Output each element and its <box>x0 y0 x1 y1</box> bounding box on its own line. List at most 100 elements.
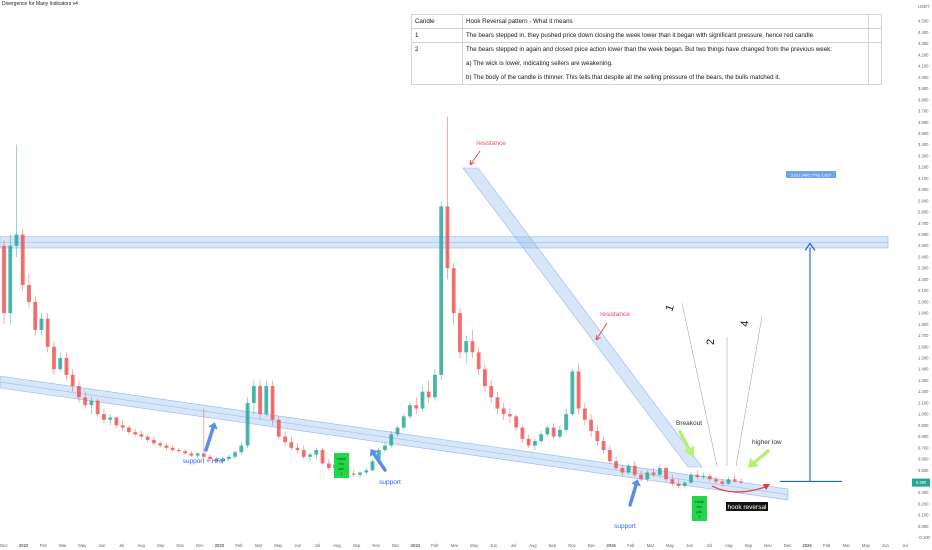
candle-body <box>264 386 269 415</box>
hook-number-4: 4 <box>739 320 751 327</box>
resistance-arrow <box>595 322 608 341</box>
candle-body <box>520 427 525 439</box>
table-header-row: Candle Hook Reversal pattern - What it m… <box>411 14 882 29</box>
y-tick-label: 3.300 <box>918 153 929 158</box>
y-tick-label: 0.200 <box>918 501 929 506</box>
candle-body <box>364 470 369 473</box>
breakout-label: Breakout <box>676 420 702 427</box>
candle-body <box>720 481 725 484</box>
x-tick-label: 2022 <box>19 543 29 548</box>
candle-body <box>582 408 587 420</box>
candle-body <box>95 400 100 415</box>
x-tick-label: Jul <box>511 543 516 548</box>
y-tick-label: 1.800 <box>918 322 929 327</box>
hook-marker-text: rev. <box>339 462 345 466</box>
candle-body <box>145 436 150 440</box>
candle-body <box>639 474 644 480</box>
x-tick-label: Jun <box>686 543 693 548</box>
candle-body <box>626 465 631 473</box>
y-tick-label: 3.600 <box>918 120 929 125</box>
resistance-arrow <box>469 150 481 166</box>
table-cell-meaning: The bears stepped in again and closed pr… <box>462 42 869 85</box>
x-tick-label: Dec <box>0 543 7 548</box>
candle-body <box>108 417 113 420</box>
x-tick-label: Sep <box>549 543 557 548</box>
x-tick-label: Feb <box>823 543 831 548</box>
candle-body <box>451 268 456 314</box>
hook-reversal-box <box>726 502 768 511</box>
candle-body <box>557 429 562 437</box>
candle-body <box>408 405 412 417</box>
currency-label: USDT <box>918 4 930 9</box>
resistance-label: resistance <box>476 140 506 147</box>
candle-body <box>133 432 138 435</box>
support-label: support <box>614 523 636 530</box>
x-tick-label: May <box>862 543 871 548</box>
candle-body <box>739 481 743 483</box>
x-tick-label: May <box>78 543 87 548</box>
candle-body <box>295 447 300 451</box>
x-tick-label: Feb <box>431 543 439 548</box>
candle-body <box>645 472 650 480</box>
candle-body <box>283 436 287 443</box>
x-tick-label: Jun <box>882 543 889 548</box>
candle-body <box>470 341 475 353</box>
table-cell-candle: 2 <box>411 42 463 85</box>
candle-body <box>501 408 506 415</box>
candle-body <box>526 438 531 446</box>
candle-body <box>114 417 119 426</box>
candle-body <box>507 414 512 417</box>
candle-body <box>70 374 75 387</box>
y-tick-label: 4.000 <box>918 75 929 80</box>
y-tick-label: 2.700 <box>918 221 929 226</box>
candle-body <box>383 445 387 451</box>
candle-body <box>482 369 487 387</box>
x-tick-label: Sep <box>745 543 753 548</box>
y-tick-label: 1.000 <box>918 412 929 417</box>
table-row: 1 The bears stepped in, they pushed pric… <box>411 28 882 43</box>
candle-body <box>620 468 625 473</box>
candle-body <box>464 341 469 353</box>
candle-body <box>576 371 581 409</box>
candle-body <box>351 473 356 475</box>
y-tick-label: 0.800 <box>918 434 929 439</box>
candle-body <box>214 459 219 462</box>
y-tick-label: 4.100 <box>918 64 929 69</box>
y-tick-label: 2.100 <box>918 288 929 293</box>
candle-body <box>564 414 569 430</box>
higher-low-arrow-head <box>748 458 759 468</box>
x-tick-label: Feb <box>235 543 243 548</box>
candle-body <box>270 386 275 420</box>
hook-reversal-table: Candle Hook Reversal pattern - What it m… <box>411 14 882 85</box>
candle-body <box>77 386 81 398</box>
hook-marker-box <box>692 496 707 521</box>
candle-body <box>682 482 687 486</box>
x-tick-label: Jun <box>490 543 497 548</box>
candle-body <box>426 391 431 398</box>
candle-body <box>208 456 213 460</box>
candle-body <box>151 439 156 444</box>
table-header-meaning: Hook Reversal pattern - What it means <box>462 14 869 29</box>
x-tick-label: Jul <box>902 543 907 548</box>
candle-body <box>732 479 737 482</box>
candle-body <box>2 245 6 314</box>
hook-marker-text: Hook <box>695 500 704 504</box>
y-tick-label: 3.000 <box>918 187 929 192</box>
candle-body <box>220 459 225 462</box>
x-tick-label: Jul <box>706 543 711 548</box>
candle-body <box>170 447 175 451</box>
x-tick-label: Dec <box>196 543 203 548</box>
candle-body <box>589 419 594 431</box>
higher-low-label: higher low <box>752 439 782 446</box>
x-tick-label: Dec <box>588 543 595 548</box>
candle-body <box>289 442 294 448</box>
hook-reversal-curve <box>711 485 769 493</box>
candle-body <box>233 452 238 457</box>
candle-body <box>614 461 619 469</box>
y-tick-label: 0.700 <box>918 445 929 450</box>
y-tick-label: 1.200 <box>918 389 929 394</box>
y-tick-label: -0.100 <box>918 535 931 540</box>
candle-body <box>258 386 263 415</box>
y-tick-label: 0.900 <box>918 423 929 428</box>
